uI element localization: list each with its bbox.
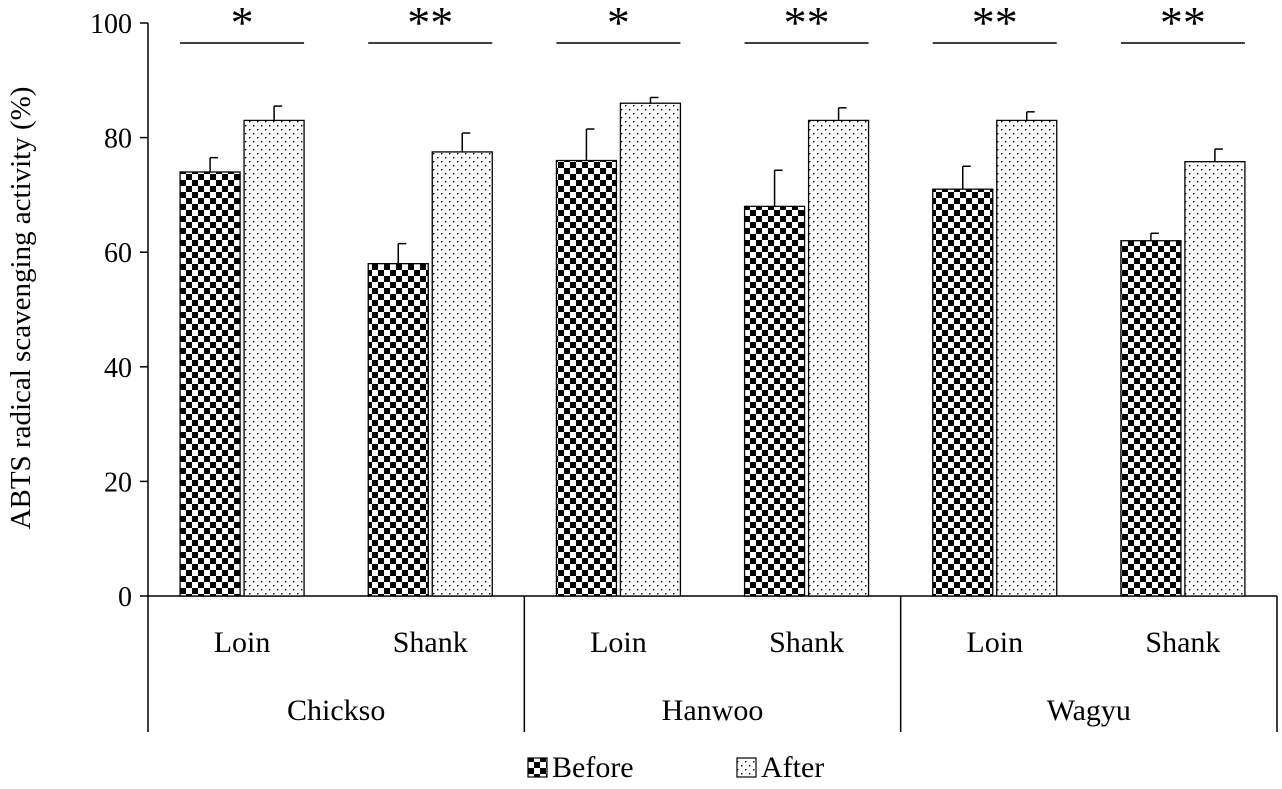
bar-before xyxy=(555,159,618,597)
x-group-label: Chickso xyxy=(287,694,385,727)
legend-swatch-before xyxy=(527,757,548,778)
bar-before xyxy=(932,188,994,597)
significance-stars: ** xyxy=(407,0,453,48)
bar-before xyxy=(367,263,429,597)
significance-stars: * xyxy=(231,0,254,48)
y-tick-label: 60 xyxy=(104,238,132,269)
legend-label-after: After xyxy=(761,751,824,784)
x-category-label: Shank xyxy=(1145,626,1220,659)
bar-after xyxy=(996,119,1058,597)
x-category-label: Shank xyxy=(769,626,844,659)
bar-before xyxy=(1120,240,1182,597)
bar-after xyxy=(1184,161,1246,597)
bar-after xyxy=(431,151,493,597)
y-tick-label: 20 xyxy=(104,467,132,498)
bar-after xyxy=(807,119,870,597)
significance-stars: ** xyxy=(972,0,1018,48)
x-category-label: Shank xyxy=(393,626,468,659)
bar-before xyxy=(179,171,241,597)
x-category-label: Loin xyxy=(590,626,647,659)
bar-after xyxy=(243,119,305,597)
y-axis-label: ABTS radical scavenging activity (%) xyxy=(5,87,37,530)
significance-stars: ** xyxy=(784,0,830,48)
x-group-label: Hanwoo xyxy=(662,694,764,727)
y-tick-label: 80 xyxy=(104,124,132,155)
y-tick-label: 0 xyxy=(118,582,132,613)
legend-label-before: Before xyxy=(552,751,634,784)
significance-stars: ** xyxy=(1160,0,1206,48)
x-group-label: Wagyu xyxy=(1047,694,1131,727)
significance-stars: * xyxy=(607,0,630,48)
y-tick-label: 40 xyxy=(104,353,132,384)
x-category-label: Loin xyxy=(214,626,271,659)
x-category-label: Loin xyxy=(966,626,1023,659)
bar-after xyxy=(619,102,682,597)
y-tick-label: 100 xyxy=(90,9,132,40)
bar-before xyxy=(743,205,806,597)
legend-swatch-after xyxy=(736,757,757,778)
